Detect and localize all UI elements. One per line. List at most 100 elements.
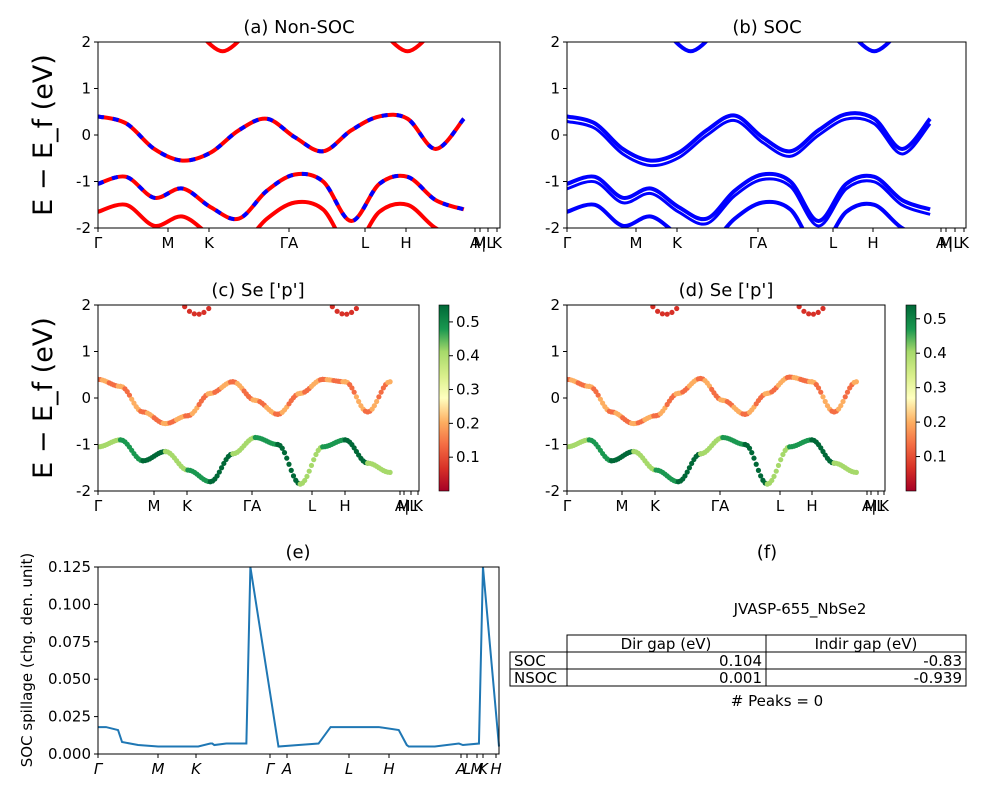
x-tick-label: |L [481, 234, 495, 252]
band-point [655, 308, 661, 314]
x-tick-label: A [470, 234, 481, 252]
panel-f-subtitle: JVASP-655_NbSe2 [733, 600, 867, 619]
colorbar-tick-label: 0.3 [456, 381, 480, 399]
band-point [664, 311, 670, 317]
band-point [844, 389, 851, 395]
x-tick-label: L [345, 760, 353, 778]
panel-a-y-ticks: -2 -1 0 1 2 [76, 33, 98, 237]
band-point [806, 311, 812, 317]
band-point [290, 473, 297, 479]
band-point [689, 460, 695, 467]
band-point [306, 468, 312, 474]
band-point [746, 445, 753, 451]
panel-f-title: (f) [757, 542, 777, 563]
band-line-top [389, 42, 426, 54]
y-tick-label: -1 [76, 436, 91, 454]
band-line [98, 112, 466, 163]
y-tick-label: 0 [550, 389, 560, 407]
y-tick-label: 1 [550, 80, 560, 98]
y-tick-label: 0 [81, 126, 91, 144]
panel-d-colorbar [905, 304, 917, 492]
band-point [320, 288, 325, 293]
band-point [758, 473, 764, 479]
band-point [304, 473, 310, 479]
y-tick-label: 0.125 [48, 558, 91, 576]
y-tick-label: -2 [76, 482, 91, 500]
colorbar-tick-label: 0.1 [923, 448, 947, 466]
band-line-lower [98, 199, 440, 228]
band-point [363, 292, 368, 297]
y-tick-label: -2 [545, 482, 560, 500]
band-point [810, 311, 817, 317]
y-tick-label: -2 [76, 219, 91, 237]
band-point [827, 305, 829, 306]
x-tick-label: M [865, 497, 878, 515]
x-tick-label: H [400, 234, 411, 252]
x-tick-label: ΓA [749, 234, 768, 252]
x-tick-label: Γ [94, 497, 103, 515]
band-point [751, 455, 757, 461]
y-tick-label: 1 [550, 343, 560, 361]
band-point [815, 385, 822, 391]
x-tick-label: M [630, 234, 643, 252]
band-line-overlay [98, 112, 466, 163]
band-point [796, 305, 802, 310]
band-point [221, 460, 227, 467]
x-tick-label: K [959, 234, 970, 252]
table-cell-soc-dir: 0.104 [719, 652, 762, 670]
colorbar-tick-label: 0.3 [923, 379, 947, 397]
x-tick-label: A [936, 234, 947, 252]
x-tick-label: H [383, 760, 394, 778]
x-tick-label: H [490, 760, 501, 778]
band-point [787, 288, 792, 293]
band-point [801, 308, 807, 314]
band-point [853, 469, 859, 475]
x-tick-label: M [616, 497, 629, 515]
band-point [820, 394, 826, 400]
band-line [98, 171, 465, 224]
x-tick-label: |L [871, 497, 885, 515]
band-point [196, 311, 202, 317]
band-point [288, 467, 294, 473]
band-point [840, 398, 846, 405]
x-tick-label: |L [404, 497, 418, 515]
band-point [650, 305, 656, 310]
x-tick-label: K [650, 497, 661, 515]
band-line-top [856, 42, 892, 54]
band-point [771, 473, 777, 479]
band-point [353, 305, 360, 312]
table-header-indir-gap: Indir gap (eV) [815, 635, 918, 653]
table-cell-nsoc-indir: -0.939 [914, 669, 962, 687]
band-point [387, 379, 393, 385]
colorbar-tick-label: 0.2 [456, 414, 480, 432]
band-point [780, 451, 786, 458]
panel-a-x-ticks: Γ M K ΓA L H AM|LK [94, 228, 503, 252]
panel-d-x-ticks: Γ M K ΓA L H AM|LK [563, 491, 890, 515]
panel-c-y-ticks: -2 -1 0 1 2 [76, 296, 98, 500]
band-point [645, 297, 650, 302]
band-point [641, 288, 646, 293]
x-tick-label: A [862, 497, 873, 515]
table-cell-nsoc-dir: 0.001 [719, 669, 762, 687]
colorbar-tick-label: 0.1 [456, 448, 480, 466]
colorbar-tick-label: 0.4 [923, 344, 947, 362]
x-tick-label: M [940, 234, 953, 252]
band-line [567, 171, 931, 224]
x-tick-label: L [308, 497, 317, 515]
colorbar-tick-label: 0.5 [923, 310, 947, 328]
band-point [214, 473, 220, 479]
band-point [284, 455, 290, 461]
y-tick-label: 0.050 [48, 670, 91, 688]
panel-b-y-ticks: -2 -1 0 1 2 [545, 33, 567, 237]
x-tick-label: K [672, 234, 683, 252]
band-point [842, 394, 848, 400]
x-tick-label: L [463, 760, 471, 778]
panel-c-colorbar-ticks: 0.1 0.2 0.3 0.4 0.5 [449, 313, 480, 466]
table-row-label-soc: SOC [514, 652, 546, 670]
band-point [186, 308, 193, 314]
band-line-top [673, 42, 709, 54]
y-tick-label: 0 [81, 389, 91, 407]
panel-e-x-ticks: Γ M K Γ A L H AL MK H [94, 754, 502, 778]
